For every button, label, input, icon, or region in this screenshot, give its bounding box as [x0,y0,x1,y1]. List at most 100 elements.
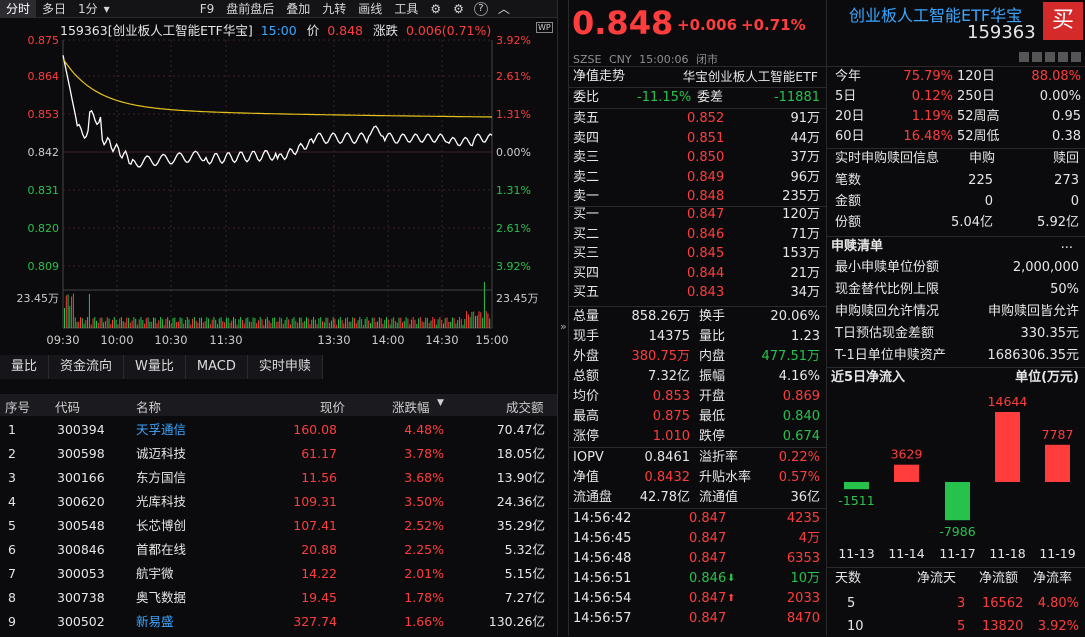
period-dropdown-icon[interactable]: ▾ [103,1,110,16]
bid-price[interactable]: 0.845 [687,246,725,262]
ask-price[interactable]: 0.852 [687,111,725,126]
ask-price[interactable]: 0.851 [687,130,725,146]
etf-stat-label: 净值 [573,470,600,485]
bid-price[interactable]: 0.847 [687,207,725,222]
tab-volume-ratio[interactable]: 量比 [0,355,50,379]
nav-trend-link[interactable]: 净值走势 [573,69,626,84]
expand-icon[interactable]: » [560,320,567,333]
table-row[interactable]: 5 300548 长芯博创 107.41 2.52% 35.29亿 [0,514,557,538]
edit-icon[interactable] [1019,52,1029,62]
volume-bar [434,318,436,328]
redeem-row-value: 50% [1050,282,1079,297]
wp-badge[interactable]: WP [536,22,553,33]
row-name[interactable]: 新易盛 [136,614,174,629]
panel-divider[interactable]: » [557,0,569,636]
volume-bar [133,317,135,328]
perf-value: 0.12% [911,89,953,104]
stat-value: 1.010 [652,429,690,444]
row-name[interactable]: 航宇微 [136,566,174,581]
overlay-button[interactable]: 叠加 [286,1,311,16]
row-name[interactable]: 光库科技 [136,494,187,509]
row-name[interactable]: 天孚通信 [136,422,187,437]
buy-button[interactable]: 买 [1043,2,1083,40]
perf-value: 0.38 [1052,129,1081,144]
volume-bar [412,317,414,328]
tab-fund-flow[interactable]: 资金流向 [49,355,125,379]
volume-bar [284,319,286,328]
volume-bar [224,322,226,328]
header-change[interactable]: 涨跌幅 [392,400,430,415]
volume-bar [371,317,373,328]
header-code[interactable]: 代码 [55,400,81,415]
nine-turn-button[interactable]: 九转 [322,1,347,16]
row-name[interactable]: 长芯博创 [136,518,187,533]
ask-price[interactable]: 0.848 [687,189,725,204]
ask-price[interactable]: 0.850 [687,150,725,165]
row-name[interactable]: 东方国信 [136,470,187,485]
volume-bar [272,318,274,328]
gear-icon[interactable]: ⚙ [430,1,442,16]
table-row[interactable]: 7 300053 航宇微 14.22 2.01% 5.15亿 [0,562,557,586]
volume-bar [80,317,81,328]
volume-bar [354,318,355,328]
volume-bar [352,317,354,328]
sort-desc-icon[interactable]: ▼ [437,398,444,408]
table-row[interactable]: 2 300598 诚迈科技 61.17 3.78% 18.05亿 [0,442,557,466]
header-seq[interactable]: 序号 [5,400,31,415]
bid-price[interactable]: 0.846 [687,226,725,242]
ask-price[interactable]: 0.849 [687,169,725,185]
volume-bar [293,317,295,328]
header-volume[interactable]: 成交额 [506,400,544,415]
tab-1min[interactable]: 1分 [78,1,98,16]
table-row[interactable]: 1 300394 天孚通信 160.08 4.48% 70.47亿 [0,418,557,442]
tab-macd[interactable]: MACD [185,355,248,379]
bid-volume: 153万 [782,246,820,262]
tick-price: 0.847 [689,531,727,546]
draw-line-button[interactable]: 画线 [358,1,383,16]
header-name[interactable]: 名称 [136,400,162,415]
volume-bar [129,322,131,328]
pencil-icon[interactable] [1032,52,1042,62]
pre-post-market-button[interactable]: 盘前盘后 [226,1,275,16]
constituents-table: 1 300394 天孚通信 160.08 4.48% 70.47亿 2 300598 诚迈科技 6… [0,418,557,634]
intraday-chart[interactable]: 159363[创业板人工智能ETF华宝] 15:00 价 0.848 涨跌 0.… [0,18,557,350]
volume-bar [172,318,174,328]
tab-realtime-redeem[interactable]: 实时申赎 [247,355,323,379]
redeem-row-label: 最小申赎单位份额 [835,260,940,275]
table-row[interactable]: 4 300620 光库科技 109.31 3.50% 24.36亿 [0,490,557,514]
ask-label: 卖五 [573,111,600,126]
help-icon[interactable]: ? [473,1,488,16]
realtime-row-redeem: 5.92亿 [1037,215,1079,230]
grid-icon[interactable] [1058,52,1068,62]
stat-label: 量比 [699,329,726,344]
chart-canvas: 0.875 0.864 0.853 0.842 0.831 0.820 0.809 3.92%… [17,34,539,347]
row-name[interactable]: 首都在线 [136,542,187,557]
table-row[interactable]: 3 300166 东方国信 11.56 3.68% 13.90亿 [0,466,557,490]
menu-icon[interactable] [1071,52,1081,62]
volume-bar [402,322,403,328]
row-volume: 5.32亿 [504,542,545,557]
tab-w-volume-ratio[interactable]: W量比 [124,355,186,379]
volume-bar [67,294,69,328]
tab-multiday[interactable]: 多日 [42,1,67,16]
volume-bar [281,318,283,328]
bid-price[interactable]: 0.843 [687,285,725,301]
stat-label: 开盘 [699,389,726,404]
more-icon[interactable]: ... [1060,237,1073,252]
f9-button[interactable]: F9 [199,1,215,16]
row-name[interactable]: 诚迈科技 [136,446,187,461]
link-icon[interactable] [1045,52,1055,62]
bid-price[interactable]: 0.844 [687,265,725,281]
tab-intraday[interactable]: 分时 [0,0,37,18]
volume-bar [435,324,437,328]
header-price[interactable]: 现价 [320,400,346,415]
table-row[interactable]: 9 300502 新易盛 327.74 1.66% 130.26亿 [0,610,557,634]
collapse-icon[interactable]: ︿ [497,1,510,16]
volume-bar [167,317,169,328]
settings-icon[interactable]: ⚙ [453,1,464,16]
tools-button[interactable]: 工具 [394,1,419,16]
table-row[interactable]: 8 300738 奥飞数据 19.45 1.78% 7.27亿 [0,586,557,610]
volume-bar [252,317,254,328]
table-row[interactable]: 6 300846 首都在线 20.88 2.25% 5.32亿 [0,538,557,562]
row-name[interactable]: 奥飞数据 [136,590,187,605]
